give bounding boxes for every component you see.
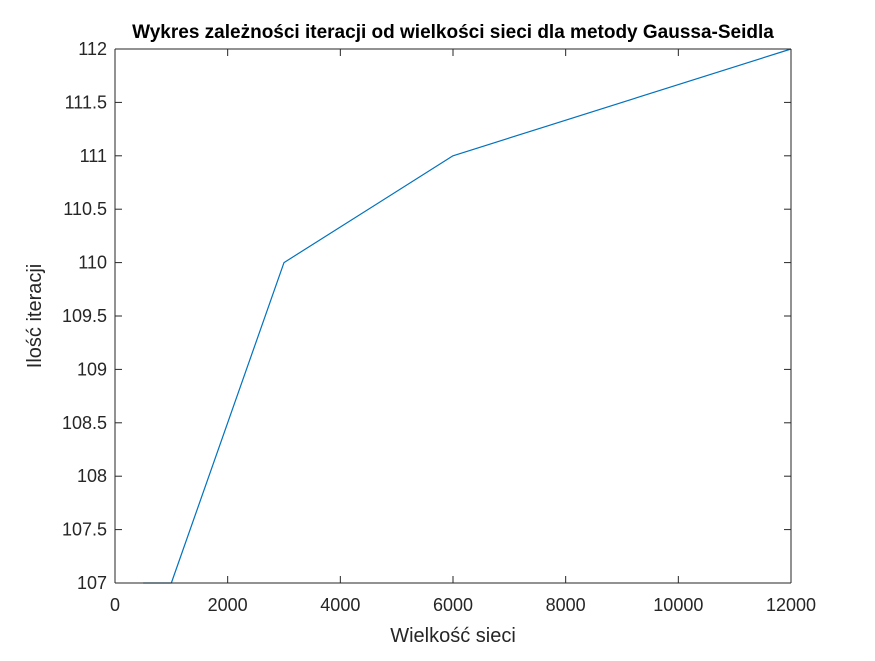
chart-title: Wykres zależności iteracji od wielkości … [132,22,774,43]
x-tick-label: 6000 [433,595,473,615]
y-tick-label: 109.5 [62,306,107,326]
y-tick-label: 108.5 [62,413,107,433]
x-tick-label: 8000 [546,595,586,615]
x-tick-label: 10000 [653,595,703,615]
y-tick-label: 107 [77,573,107,593]
y-tick-label: 107.5 [62,520,107,540]
y-axis-label: Ilość iteracji [24,264,46,368]
y-tick-label: 112 [78,39,107,59]
y-tick-label: 110 [78,253,107,273]
y-tick-label: 111 [80,146,107,166]
plot-area [115,49,791,583]
x-tick-label: 12000 [766,595,816,615]
x-tick-label: 2000 [208,595,248,615]
y-tick-label: 111.5 [65,92,107,112]
y-tick-label: 109 [77,359,107,379]
x-axis-label: Wielkość sieci [390,625,516,647]
x-tick-label: 4000 [320,595,360,615]
x-tick-label: 0 [110,595,120,615]
y-tick-label: 108 [77,466,107,486]
y-tick-label: 110.5 [63,199,107,219]
